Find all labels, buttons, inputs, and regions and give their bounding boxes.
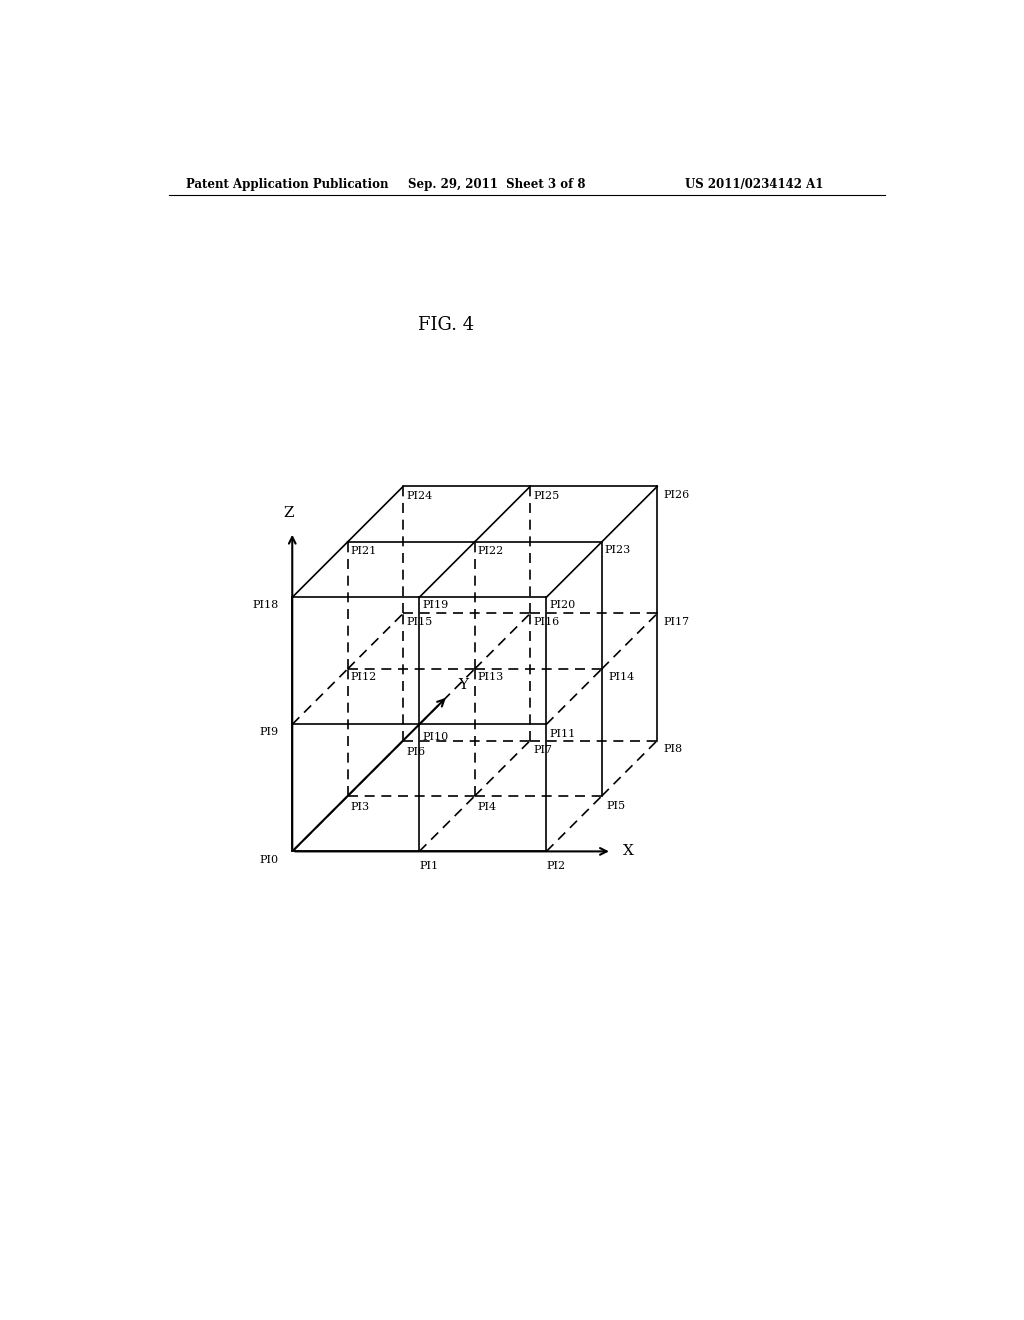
Text: PI7: PI7 [534, 744, 552, 755]
Text: PI1: PI1 [419, 861, 438, 871]
Text: PI19: PI19 [422, 601, 449, 610]
Text: PI18: PI18 [252, 601, 279, 610]
Text: PI11: PI11 [550, 729, 575, 739]
Text: FIG. 4: FIG. 4 [418, 317, 474, 334]
Text: PI5: PI5 [606, 800, 626, 810]
Text: PI4: PI4 [478, 803, 497, 812]
Text: PI10: PI10 [422, 733, 449, 742]
Text: PI9: PI9 [259, 727, 279, 738]
Text: PI20: PI20 [550, 601, 575, 610]
Text: PI0: PI0 [259, 855, 279, 865]
Text: PI22: PI22 [478, 546, 504, 557]
Text: PI6: PI6 [407, 747, 425, 756]
Text: PI23: PI23 [605, 545, 631, 554]
Text: PI24: PI24 [407, 491, 432, 502]
Text: US 2011/0234142 A1: US 2011/0234142 A1 [685, 178, 823, 190]
Text: PI25: PI25 [534, 491, 559, 502]
Text: Y: Y [459, 678, 469, 692]
Text: PI12: PI12 [351, 672, 377, 682]
Text: PI17: PI17 [664, 616, 689, 627]
Text: Z: Z [284, 507, 294, 520]
Text: PI26: PI26 [664, 490, 689, 499]
Text: PI14: PI14 [608, 672, 634, 682]
Text: PI15: PI15 [407, 616, 432, 627]
Text: PI13: PI13 [478, 672, 504, 682]
Text: PI8: PI8 [664, 743, 683, 754]
Text: PI21: PI21 [351, 546, 377, 557]
Text: Sep. 29, 2011  Sheet 3 of 8: Sep. 29, 2011 Sheet 3 of 8 [408, 178, 586, 190]
Text: X: X [624, 845, 634, 858]
Text: PI3: PI3 [351, 803, 370, 812]
Text: Patent Application Publication: Patent Application Publication [186, 178, 388, 190]
Text: PI16: PI16 [534, 616, 559, 627]
Text: PI2: PI2 [547, 861, 565, 871]
